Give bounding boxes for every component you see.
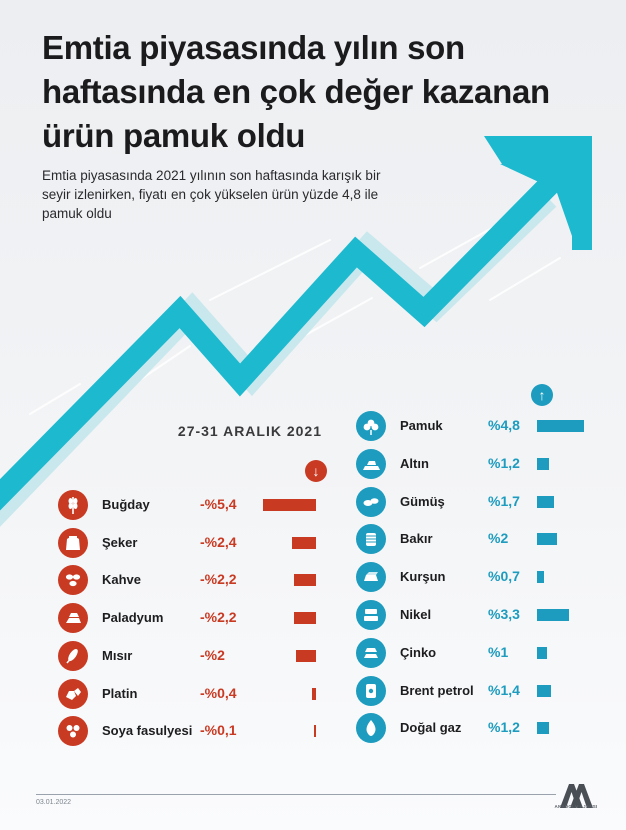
bar-row: Kahve -%2,2 — [58, 563, 320, 597]
bar-row: Mısır -%2 — [58, 639, 320, 673]
category-label: Pamuk — [400, 418, 443, 433]
bar — [314, 725, 316, 738]
data-label: -%2,2 — [200, 571, 237, 588]
bar-row: Çinko %1 — [356, 636, 588, 670]
bar — [537, 609, 570, 621]
footer-divider — [36, 794, 556, 795]
palladium-bars-icon — [58, 603, 88, 634]
bar-row: Paladyum -%2,2 — [58, 601, 320, 635]
bar — [263, 499, 316, 511]
category-label: Şeker — [102, 534, 138, 550]
data-label: %1,7 — [488, 492, 520, 509]
data-label: -%2,2 — [200, 609, 237, 626]
agency-name: ANADOLU AJANSI — [554, 804, 598, 809]
bar-row: Pamuk %4,8 — [356, 409, 588, 443]
data-label: %0,7 — [488, 568, 520, 585]
bar-row: Soya fasulyesi -%0,1 — [58, 714, 320, 748]
category-label: Kurşun — [400, 569, 446, 585]
data-label: -%0,1 — [200, 722, 237, 739]
gold-bars-icon — [356, 448, 386, 479]
data-label: %1,2 — [488, 719, 520, 736]
anadolu-agency-logo-icon — [560, 784, 593, 808]
bar — [312, 687, 316, 700]
data-label: %4,8 — [488, 417, 520, 433]
bar — [537, 495, 554, 508]
page-title: Emtia piyasasında yılın son haftasında e… — [42, 29, 550, 154]
coffee-beans-icon — [58, 565, 88, 596]
bar-row: Altın %1,2 — [356, 447, 588, 481]
silver-nuggets-icon — [356, 486, 386, 517]
wheat-icon — [58, 490, 88, 520]
bar — [537, 646, 547, 659]
gas-flame-icon — [356, 713, 386, 744]
bar-row: Nikel %3,3 — [356, 598, 588, 632]
category-label: Gümüş — [400, 493, 445, 509]
lead-ingot-icon — [356, 562, 386, 593]
data-label: -%2,4 — [200, 533, 237, 550]
category-label: Buğday — [102, 497, 150, 512]
category-label: Kahve — [102, 572, 142, 588]
bar-row: Bakır %2 — [356, 522, 588, 556]
data-label: -%2 — [200, 646, 225, 663]
category-label: Altın — [400, 455, 429, 471]
data-label: %1,4 — [488, 681, 520, 698]
zinc-bars-icon — [356, 637, 386, 668]
footer-date: 03.01.2022 — [36, 799, 72, 806]
bar — [537, 722, 549, 735]
bar — [296, 649, 316, 662]
bar — [294, 574, 316, 587]
category-label: Çinko — [400, 644, 437, 660]
category-label: Doğal gaz — [400, 720, 462, 736]
category-label: Platin — [102, 685, 138, 701]
cotton-icon — [356, 411, 386, 441]
category-label: Mısır — [102, 647, 133, 663]
category-label: Bakır — [400, 531, 433, 547]
bar-row: Gümüş %1,7 — [356, 485, 588, 519]
soybeans-icon — [58, 716, 88, 747]
up-arrow-icon: ↑ — [531, 384, 553, 406]
trend-arrow-line — [0, 170, 564, 511]
page-subtitle: Emtia piyasasında 2021 yılının son hafta… — [42, 168, 381, 221]
corn-icon — [58, 640, 88, 671]
down-arrow-icon: ↓ — [305, 460, 327, 482]
oil-barrel-icon — [356, 675, 386, 706]
bar — [294, 612, 316, 625]
bar — [537, 533, 557, 546]
bar — [537, 571, 544, 584]
bar-row: Buğday -%5,4 — [58, 488, 320, 522]
nickel-bars-icon — [356, 600, 386, 630]
bar-row: Doğal gaz %1,2 — [356, 711, 588, 745]
bar — [537, 457, 549, 470]
period-label: 27-31 ARALIK 2021 — [177, 423, 322, 439]
bar-row: Brent petrol %1,4 — [356, 674, 588, 708]
platinum-nuggets-icon — [58, 678, 88, 709]
data-label: %1 — [488, 643, 509, 660]
data-label: -%5,4 — [200, 496, 237, 512]
trend-arrow-head — [484, 136, 592, 250]
data-label: %3,3 — [488, 606, 520, 622]
category-label: Nikel — [400, 607, 432, 622]
bar-row: Şeker -%2,4 — [58, 526, 320, 560]
category-label: Soya fasulyesi — [102, 723, 193, 739]
sugar-sack-icon — [58, 527, 88, 558]
data-label: %1,2 — [488, 454, 520, 471]
copper-coil-icon — [356, 524, 386, 555]
data-label: -%0,4 — [200, 684, 237, 701]
data-label: %2 — [488, 530, 509, 547]
bar-row: Kurşun %0,7 — [356, 560, 588, 594]
bar — [537, 420, 584, 432]
bar — [292, 536, 316, 549]
bar — [537, 684, 551, 697]
category-label: Paladyum — [102, 610, 164, 626]
bar-row: Platin -%0,4 — [58, 677, 320, 711]
category-label: Brent petrol — [400, 682, 474, 698]
